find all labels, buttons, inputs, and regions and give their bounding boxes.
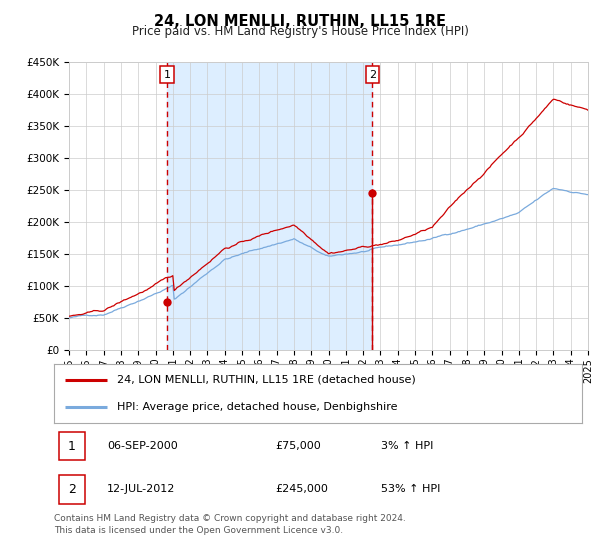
FancyBboxPatch shape [59, 432, 85, 460]
Text: 1: 1 [164, 69, 170, 80]
Text: 2: 2 [68, 483, 76, 496]
Bar [167, 62, 372, 350]
Text: £75,000: £75,000 [276, 441, 322, 451]
Text: 24, LON MENLLI, RUTHIN, LL15 1RE (detached house): 24, LON MENLLI, RUTHIN, LL15 1RE (detach… [118, 375, 416, 385]
Text: Price paid vs. HM Land Registry's House Price Index (HPI): Price paid vs. HM Land Registry's House … [131, 25, 469, 38]
Text: 1: 1 [68, 440, 76, 453]
Text: 06-SEP-2000: 06-SEP-2000 [107, 441, 178, 451]
Text: HPI: Average price, detached house, Denbighshire: HPI: Average price, detached house, Denb… [118, 402, 398, 412]
Text: £245,000: £245,000 [276, 484, 329, 494]
Text: 53% ↑ HPI: 53% ↑ HPI [382, 484, 441, 494]
FancyBboxPatch shape [59, 475, 85, 503]
Text: 3% ↑ HPI: 3% ↑ HPI [382, 441, 434, 451]
Text: 12-JUL-2012: 12-JUL-2012 [107, 484, 175, 494]
Text: Contains HM Land Registry data © Crown copyright and database right 2024.
This d: Contains HM Land Registry data © Crown c… [54, 514, 406, 535]
Text: 2: 2 [369, 69, 376, 80]
Text: 24, LON MENLLI, RUTHIN, LL15 1RE: 24, LON MENLLI, RUTHIN, LL15 1RE [154, 14, 446, 29]
